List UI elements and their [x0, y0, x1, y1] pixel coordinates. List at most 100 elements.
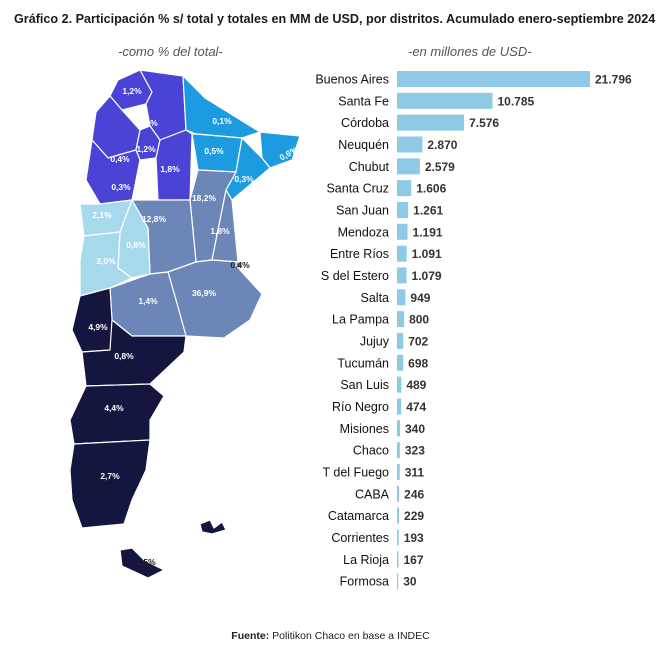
map-percent-label: 1,2% — [136, 144, 156, 154]
data-label: 1.191 — [413, 225, 443, 239]
map-percent-label: 2,7% — [100, 471, 120, 481]
map-percent-label: 0,5% — [204, 146, 224, 156]
bar — [397, 442, 400, 459]
category-label: San Luis — [340, 378, 389, 392]
map-region-islas-malvinas — [199, 519, 227, 535]
bar — [397, 136, 423, 153]
data-label: 30 — [403, 575, 417, 589]
bar — [397, 245, 407, 262]
map-percent-label: 0,5% — [136, 557, 156, 567]
map-percent-label: 0,3% — [234, 174, 254, 184]
bar — [397, 71, 590, 87]
map-percent-label: 1,6% — [138, 118, 158, 128]
bar — [397, 311, 405, 328]
bar — [397, 201, 409, 218]
bar — [397, 354, 404, 371]
bar — [397, 398, 402, 415]
map-region-mendoza — [79, 231, 133, 297]
bar — [397, 551, 399, 568]
map-percent-label: 36,9% — [192, 288, 217, 298]
data-label: 340 — [405, 422, 425, 436]
map-percent-label: 0,1% — [212, 116, 232, 126]
bar — [397, 223, 408, 240]
bar — [397, 485, 400, 502]
category-label: Formosa — [340, 575, 389, 589]
bar — [397, 267, 407, 284]
map-percent-label: 2,1% — [92, 210, 112, 220]
category-label: Misiones — [340, 422, 389, 436]
bar — [397, 289, 406, 306]
map-percent-label: 18,2% — [192, 193, 217, 203]
data-label: 193 — [404, 531, 424, 545]
bar — [397, 529, 399, 546]
data-label: 323 — [405, 444, 425, 458]
data-label: 474 — [406, 400, 426, 414]
map-region-caba — [235, 261, 242, 269]
map-percent-label: 1,8% — [210, 226, 230, 236]
category-label: Salta — [361, 291, 390, 305]
data-label: 949 — [410, 291, 430, 305]
map-percent-label: 4,4% — [104, 403, 124, 413]
map-percent-label: 1,4% — [138, 296, 158, 306]
bar — [397, 507, 400, 524]
data-label: 21.796 — [595, 73, 632, 87]
map-region-t-del-fuego — [119, 547, 165, 579]
map-percent-label: 0,8% — [126, 240, 146, 250]
bar — [397, 420, 401, 437]
map-percent-label: 4,9% — [88, 322, 108, 332]
map-percent-label: 2,0% — [96, 256, 116, 266]
data-label: 698 — [408, 356, 428, 370]
data-label: 2.579 — [425, 160, 455, 174]
category-label: Chubut — [349, 160, 390, 174]
argentina-map: 1,2%1,6% 0,1%1,2%0,4%0,5% 0,6%1,8%0,3%0,3%… — [69, 69, 301, 579]
map-percent-label: 0,4% — [230, 260, 250, 270]
map-region-misiones — [259, 131, 301, 169]
source-label: Fuente: — [231, 630, 270, 642]
bar — [397, 92, 493, 109]
data-label: 246 — [404, 487, 424, 501]
category-label: Entre Ríos — [330, 247, 389, 261]
data-label: 1.091 — [412, 247, 442, 261]
category-label: Tucumán — [337, 356, 389, 370]
category-label: Neuquén — [338, 138, 389, 152]
category-label: Jujuy — [360, 334, 390, 348]
data-label: 1.261 — [413, 203, 443, 217]
category-label: CABA — [355, 487, 390, 501]
category-label: Santa Fe — [338, 94, 389, 108]
data-label: 2.870 — [427, 138, 457, 152]
map-region-la-rioja — [85, 139, 141, 205]
category-label: Río Negro — [332, 400, 389, 414]
chart-title: Gráfico 2. Participación % s/ total y to… — [14, 12, 656, 26]
data-label: 702 — [408, 334, 428, 348]
category-label: T del Fuego — [323, 465, 390, 479]
category-label: La Pampa — [332, 313, 389, 327]
category-label: La Rioja — [343, 553, 389, 567]
map-region-santa-cruz — [69, 439, 151, 529]
bar — [397, 332, 404, 349]
data-label: 167 — [403, 553, 423, 567]
data-label: 7.576 — [469, 116, 499, 130]
category-label: Córdoba — [341, 116, 389, 130]
data-label: 1.079 — [412, 269, 442, 283]
map-percent-label: 0,8% — [114, 351, 134, 361]
data-label: 489 — [406, 378, 426, 392]
category-label: San Juan — [336, 203, 389, 217]
category-label: Buenos Aires — [315, 73, 389, 87]
category-label: S del Estero — [321, 269, 389, 283]
map-percent-label: 0,3% — [111, 182, 131, 192]
category-label: Corrientes — [331, 531, 389, 545]
data-label: 10.785 — [497, 94, 534, 108]
category-label: Santa Cruz — [326, 182, 389, 196]
bar — [397, 376, 402, 393]
data-label: 1.606 — [416, 182, 446, 196]
bar — [397, 463, 400, 480]
data-label: 800 — [409, 313, 429, 327]
data-label: 229 — [404, 509, 424, 523]
category-label: Mendoza — [338, 225, 389, 239]
source-text: Politikon Chaco en base a INDEC — [272, 630, 430, 642]
source-note: Fuente: Politikon Chaco en base a INDEC — [0, 630, 661, 642]
bar — [397, 158, 420, 175]
map-percent-label: 12,8% — [142, 214, 167, 224]
category-label: Chaco — [353, 444, 389, 458]
